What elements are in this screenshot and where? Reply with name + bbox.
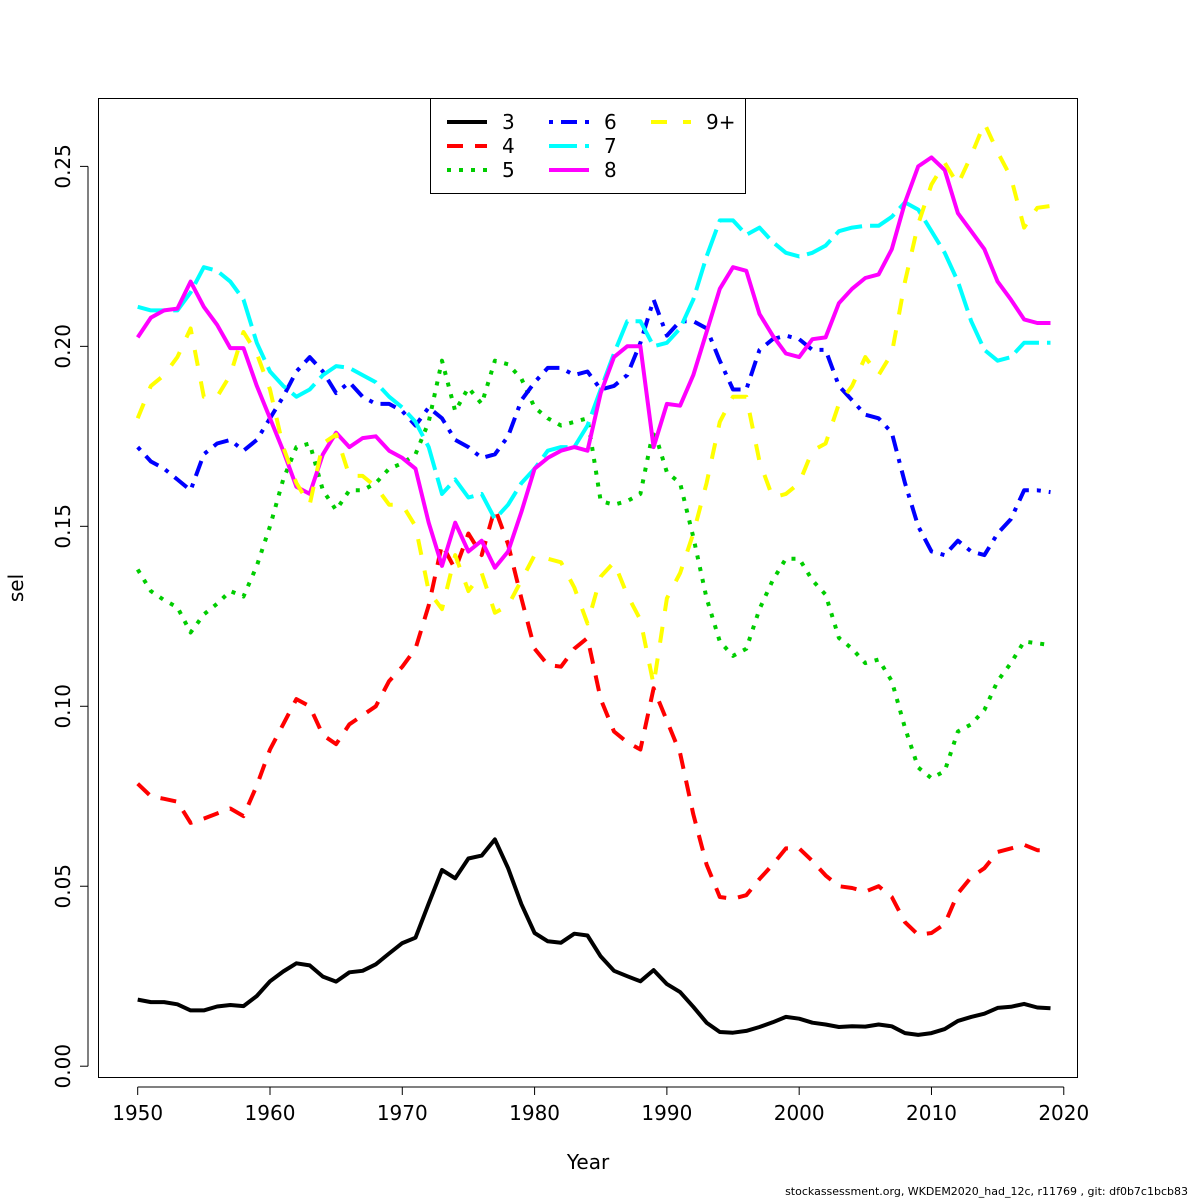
footer-source-note: stockassessment.org, WKDEM2020_had_12c, …: [785, 1185, 1188, 1198]
x-tick-label: 1960: [245, 1101, 296, 1125]
y-tick-label: 0.10: [51, 684, 75, 729]
legend-item: 8: [549, 158, 617, 182]
y-tick-label: 0.00: [51, 1044, 75, 1089]
x-tick-label: 2010: [906, 1101, 957, 1125]
series-layer: [135, 121, 1051, 1037]
x-tick-label: 1950: [112, 1101, 163, 1125]
x-tick-label: 2000: [774, 1101, 825, 1125]
y-tick-label: 0.25: [51, 144, 75, 189]
x-axis-title: Year: [566, 1150, 610, 1174]
legend-item: 5: [447, 158, 515, 182]
series-line-5: [135, 358, 1051, 781]
legend: 345 678 9+: [430, 98, 746, 194]
series-line-4: [136, 506, 1051, 937]
legend-item: 9+: [651, 110, 735, 134]
y-tick-label: 0.20: [51, 324, 75, 369]
legend-item: 7: [549, 134, 617, 158]
legend-label: 8: [604, 158, 617, 182]
legend-label: 4: [502, 134, 515, 158]
legend-label: 9+: [706, 110, 735, 134]
y-axis-title: sel: [4, 574, 28, 602]
plot-box: [98, 98, 1078, 1078]
x-tick-label: 1970: [377, 1101, 428, 1125]
x-tick-label: 1980: [509, 1101, 560, 1125]
legend-item: 3: [447, 110, 515, 134]
legend-label: 3: [502, 110, 515, 134]
series-line-3: [137, 837, 1051, 1037]
series-line-8: [136, 155, 1051, 570]
y-axis: 0.00 0.05 0.10 0.15 0.20 0.25: [51, 144, 89, 1089]
legend-item: 4: [447, 134, 515, 158]
x-tick-label: 2020: [1038, 1101, 1089, 1125]
legend-label: 5: [502, 158, 515, 182]
y-tick-label: 0.05: [51, 864, 75, 909]
series-line-6: [136, 297, 1051, 558]
legend-label: 6: [604, 110, 617, 134]
y-tick-label: 0.15: [51, 504, 75, 549]
legend-item: 6: [549, 110, 617, 134]
legend-label: 7: [604, 134, 617, 158]
series-line-9+: [135, 121, 1051, 687]
x-axis: 1950 1960 1970 1980 1990 2000 2010 2020: [112, 1086, 1089, 1125]
series-line-7: [137, 200, 1051, 522]
x-tick-label: 1990: [641, 1101, 692, 1125]
